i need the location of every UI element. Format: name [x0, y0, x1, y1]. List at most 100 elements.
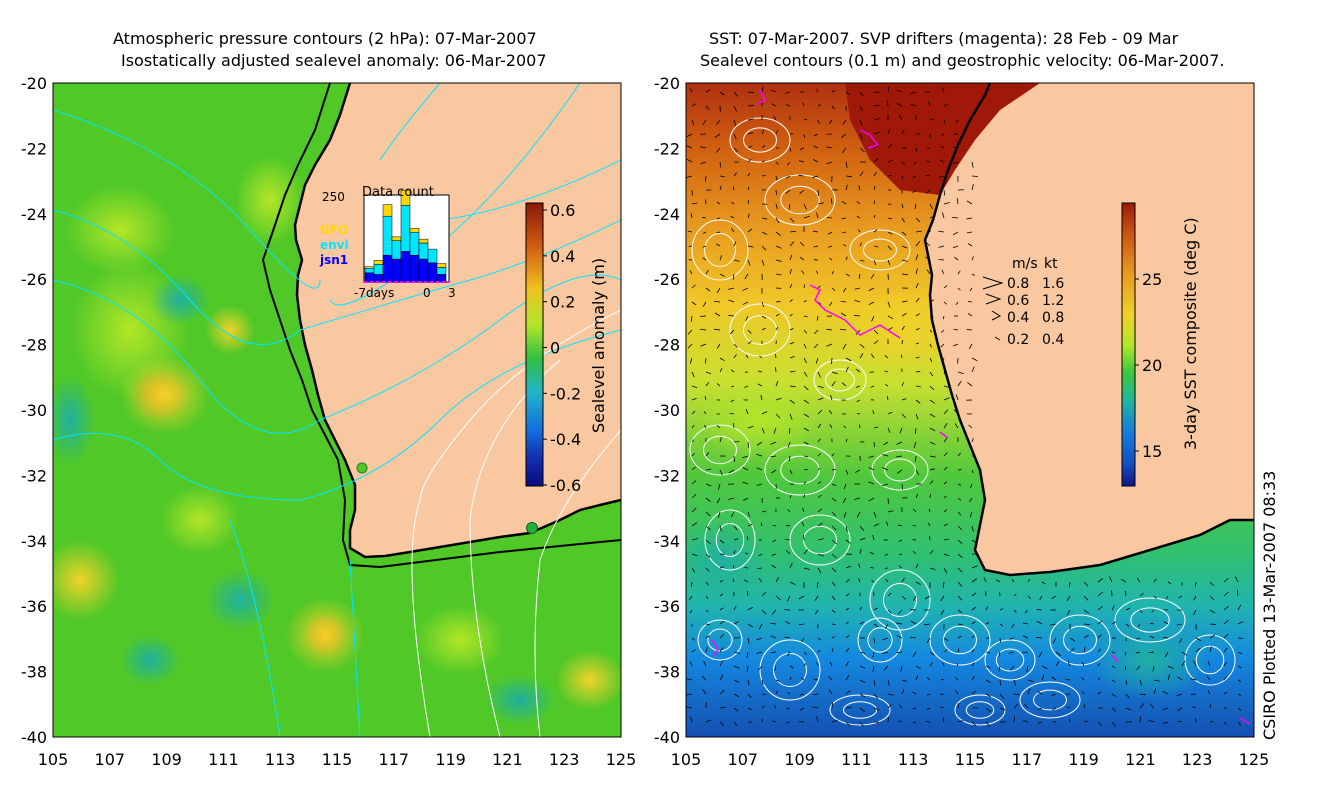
- velocity-vector: [957, 452, 962, 457]
- inset-legend-jsn1: jsn1: [319, 253, 348, 267]
- velocity-vector: [1223, 578, 1229, 583]
- velocity-vector: [703, 411, 707, 415]
- velocity-vector: [1209, 623, 1216, 625]
- velocity-vector: [803, 329, 808, 334]
- velocity-vector: [985, 665, 991, 669]
- velocity-vector: [702, 119, 707, 125]
- velocity-vector: [842, 343, 847, 350]
- left-x-tick-label: 115: [322, 750, 353, 769]
- velocity-vector: [912, 550, 917, 555]
- velocity-vector: [882, 467, 889, 471]
- velocity-vector: [900, 665, 903, 672]
- velocity-vector: [831, 105, 835, 110]
- velocity-vector: [999, 693, 1005, 699]
- velocity-vector: [845, 661, 849, 667]
- velocity-vector: [896, 455, 903, 458]
- velocity-vector: [733, 119, 737, 126]
- velocity-vector: [929, 315, 934, 318]
- left-title-line2: Isostatically adjusted sealevel anomaly:…: [121, 51, 547, 70]
- left-x-tick-label: 109: [151, 750, 182, 769]
- sealevel-contours: [689, 117, 1236, 726]
- velocity-vector: [971, 606, 977, 611]
- velocity-vector: [747, 245, 754, 248]
- velocity-vector: [728, 497, 735, 500]
- velocity-vector: [785, 721, 791, 724]
- velocity-vector: [775, 595, 781, 601]
- velocity-vector: [816, 716, 819, 723]
- velocity-vector: [841, 382, 847, 387]
- velocity-vector: [940, 678, 945, 681]
- velocity-vector: [691, 301, 697, 306]
- velocity-vector: [1121, 578, 1127, 583]
- velocity-vector: [926, 269, 931, 275]
- velocity-vector: [831, 581, 836, 587]
- velocity-vector: [995, 579, 1001, 583]
- velocity-vector: [813, 133, 819, 137]
- velocity-vector: [873, 145, 880, 149]
- left-x-tick-label: 119: [435, 750, 466, 769]
- velocity-vector: [1191, 706, 1197, 709]
- velocity-vector: [856, 200, 861, 205]
- velocity-vector: [971, 161, 974, 168]
- velocity-vector: [915, 427, 917, 434]
- velocity-vector: [785, 189, 791, 194]
- velocity-vector: [943, 119, 946, 124]
- right-axes: -20 -22 -24 -26 -28 -30 -32 -34 -36 -38 -40 105 107 1…: [654, 74, 1269, 769]
- velocity-vector: [929, 441, 936, 445]
- velocity-vector: [915, 371, 921, 373]
- velocity-vector: [845, 675, 850, 681]
- velocity-vector: [747, 91, 755, 93]
- velocity-vector: [915, 230, 922, 233]
- velocity-vector: [1193, 595, 1197, 601]
- velocity-vector: [938, 259, 945, 261]
- velocity-vector: [731, 511, 735, 518]
- velocity-vector: [745, 315, 749, 321]
- right-land: [925, 83, 1254, 575]
- velocity-vector: [812, 159, 819, 163]
- velocity-vector: [859, 721, 864, 727]
- velocity-vector: [716, 119, 721, 126]
- right-warm-coast: [845, 83, 1040, 195]
- velocity-vector: [843, 425, 847, 429]
- velocity-vector: [691, 452, 696, 457]
- velocity-vector: [733, 241, 737, 247]
- velocity-vector: [1013, 693, 1020, 696]
- velocity-vector: [915, 665, 921, 669]
- velocity-vector: [816, 315, 819, 321]
- velocity-vector: [719, 579, 724, 583]
- velocity-vector: [826, 161, 833, 165]
- right-y-tick-label: -28: [654, 336, 680, 355]
- velocity-vector: [901, 339, 903, 345]
- sealevel-contour: [843, 701, 877, 719]
- histogram-bar: [409, 232, 420, 256]
- inset-legend-gfo: GFO: [320, 223, 348, 237]
- velocity-vector: [928, 101, 931, 107]
- velocity-vector: [742, 301, 749, 305]
- right-x-tick-label: 109: [784, 750, 815, 769]
- velocity-vector: [785, 550, 791, 555]
- velocity-vector: [1009, 637, 1015, 640]
- velocity-vector: [914, 203, 917, 209]
- velocity-vector: [841, 200, 847, 205]
- velocity-vector: [1209, 609, 1216, 614]
- velocity-vector: [733, 455, 735, 462]
- left-x-tick-label: 125: [606, 750, 637, 769]
- sealevel-contour: [849, 229, 911, 271]
- velocity-vector: [728, 299, 735, 303]
- velocity-vector: [733, 343, 738, 348]
- velocity-vector: [956, 663, 959, 667]
- velocity-vector: [732, 273, 735, 280]
- velocity-vector: [747, 623, 754, 628]
- velocity-vector: [831, 539, 837, 545]
- anomaly-colorbar-tick: -0.2: [550, 384, 581, 403]
- velocity-vector: [812, 175, 819, 178]
- velocity-vector: [716, 343, 721, 349]
- velocity-vector: [912, 707, 917, 710]
- velocity-vector: [929, 468, 936, 471]
- velocity-vector: [719, 593, 724, 597]
- velocity-vector: [873, 426, 879, 429]
- velocity-vector: [873, 340, 879, 345]
- anomaly-colorbar-label: Sealevel anomaly (m): [589, 258, 608, 433]
- velocity-vector: [898, 553, 903, 556]
- histogram-bar: [400, 205, 411, 252]
